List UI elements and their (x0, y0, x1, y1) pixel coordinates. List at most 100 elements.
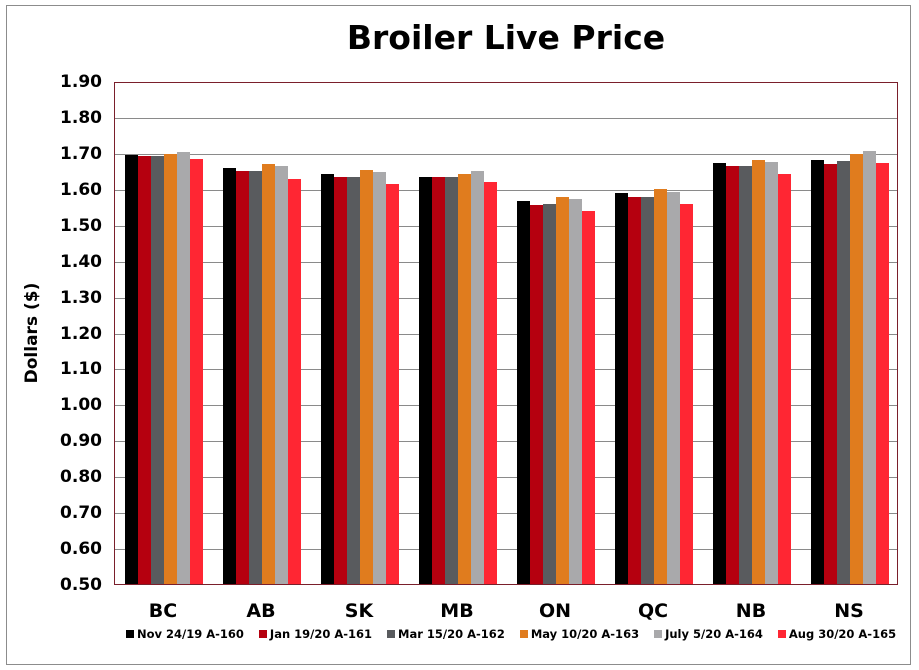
x-tick-label: BC (148, 600, 178, 622)
gridline (115, 225, 897, 227)
x-tick-label: NS (834, 600, 864, 622)
gridline (115, 117, 897, 119)
bar-sk-series-1 (334, 176, 347, 584)
legend-label: Mar 15/20 A-162 (398, 627, 505, 641)
gridline (115, 261, 897, 263)
y-tick-label: 0.90 (60, 431, 102, 452)
bar-mb-series-4 (471, 170, 484, 584)
bar-ns-series-5 (876, 162, 889, 584)
bar-mb-series-5 (484, 181, 497, 584)
bar-on-series-3 (556, 196, 569, 584)
gridline (115, 441, 897, 443)
gridline (115, 513, 897, 515)
gridline (115, 369, 897, 371)
bar-on-series-1 (530, 204, 543, 584)
legend-label: Nov 24/19 A-160 (137, 627, 244, 641)
bar-qc-series-1 (628, 196, 641, 584)
bar-mb-series-3 (458, 174, 471, 584)
y-tick-label: 1.20 (60, 323, 102, 344)
y-tick-label: 0.60 (60, 539, 102, 560)
legend: Nov 24/19 A-160 Jan 19/20 A-161 Mar 15/20 … (126, 627, 896, 641)
bar-bc-series-0 (125, 154, 138, 584)
bar-qc-series-2 (641, 196, 654, 584)
legend-label: Jan 19/20 A-161 (269, 627, 373, 641)
x-tick-label: NB (735, 600, 767, 622)
legend-swatch-icon (654, 630, 663, 638)
y-tick-label: 0.50 (60, 575, 102, 595)
legend-label: May 10/20 A-163 (530, 627, 640, 641)
y-tick-label: 1.90 (60, 72, 102, 92)
bar-ns-series-1 (824, 163, 837, 584)
plot-area (114, 82, 898, 585)
legend-label: July 5/20 A-164 (665, 627, 763, 641)
gridline (115, 477, 897, 479)
legend-swatch-icon (126, 630, 134, 638)
bar-on-series-4 (569, 198, 582, 584)
y-tick-label: 0.70 (60, 503, 102, 524)
bar-ab-series-5 (288, 179, 301, 584)
bar-nb-series-2 (739, 166, 752, 584)
y-tick-label: 1.10 (60, 359, 102, 380)
legend-item: July 5/20 A-164 (654, 627, 763, 641)
bar-bc-series-5 (190, 159, 203, 584)
legend-item: Jan 19/20 A-161 (258, 627, 373, 641)
gridline (115, 333, 897, 335)
y-tick-label: 1.60 (60, 179, 102, 200)
x-tick-label: SK (344, 600, 374, 622)
y-tick-label: 1.30 (60, 287, 102, 308)
bar-bc-series-1 (138, 155, 151, 584)
legend-item: Aug 30/20 A-165 (777, 627, 897, 641)
bar-qc-series-4 (667, 191, 680, 584)
bar-nb-series-5 (778, 173, 791, 584)
bar-qc-series-0 (615, 192, 628, 584)
legend-item: Nov 24/19 A-160 (126, 627, 244, 641)
legend-swatch-icon (519, 630, 528, 638)
bar-on-series-5 (582, 211, 595, 584)
bar-nb-series-3 (752, 159, 765, 584)
bar-ns-series-3 (850, 153, 863, 584)
bar-ab-series-0 (223, 168, 236, 584)
bar-mb-series-0 (419, 176, 432, 584)
legend-item: May 10/20 A-163 (519, 627, 640, 641)
bar-sk-series-3 (360, 170, 373, 584)
bar-ab-series-4 (275, 165, 288, 584)
bar-nb-series-0 (713, 162, 726, 584)
x-tick-label: QC (637, 600, 669, 622)
legend-item: Mar 15/20 A-162 (387, 627, 505, 641)
legend-swatch-icon (777, 630, 786, 638)
bar-ab-series-1 (236, 170, 249, 584)
y-tick-label: 1.50 (60, 215, 102, 236)
bar-sk-series-2 (347, 176, 360, 584)
legend-swatch-icon (258, 630, 267, 638)
bar-ab-series-3 (262, 163, 275, 584)
y-tick-label: 1.00 (60, 395, 102, 416)
bar-nb-series-4 (765, 161, 778, 584)
gridline (115, 189, 897, 191)
bar-bc-series-4 (177, 152, 190, 584)
chart-title: Broiler Live Price (346, 18, 666, 57)
bar-ns-series-4 (863, 150, 876, 584)
bar-nb-series-1 (726, 166, 739, 584)
bar-mb-series-1 (432, 176, 445, 584)
gridline (115, 549, 897, 551)
bar-bc-series-3 (164, 153, 177, 584)
bar-bc-series-2 (151, 155, 164, 584)
gridline (115, 297, 897, 299)
bar-on-series-0 (517, 200, 530, 584)
bar-ns-series-0 (811, 159, 824, 584)
legend-label: Aug 30/20 A-165 (788, 627, 897, 641)
y-tick-label: 1.70 (60, 143, 102, 164)
bar-qc-series-3 (654, 188, 667, 584)
x-tick-label: MB (440, 600, 474, 622)
bar-sk-series-4 (373, 171, 386, 584)
legend-swatch-icon (387, 630, 396, 638)
bar-sk-series-5 (386, 184, 399, 584)
bar-on-series-2 (543, 204, 556, 584)
y-tick-label: 1.80 (60, 107, 102, 128)
x-tick-label: ON (538, 600, 572, 622)
gridline (115, 153, 897, 155)
bar-mb-series-2 (445, 176, 458, 584)
bar-sk-series-0 (321, 173, 334, 584)
x-tick-label: AB (246, 600, 276, 622)
gridline (115, 405, 897, 407)
